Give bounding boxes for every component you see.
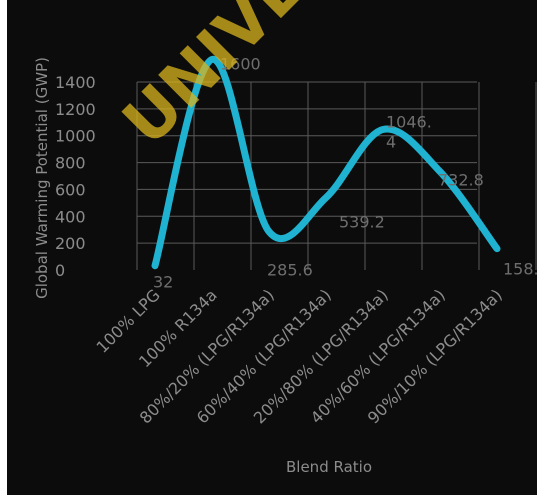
y-tick-label: 400 xyxy=(55,207,86,226)
y-axis-ticks: 0 200 400 600 800 1000 1200 1400 xyxy=(55,73,96,280)
y-tick-label: 0 xyxy=(55,261,65,280)
series-line-group xyxy=(151,55,501,270)
data-label: 4 xyxy=(386,132,396,151)
data-label: 285.6 xyxy=(267,261,313,280)
data-label: 32 xyxy=(153,273,173,292)
data-label: 1600 xyxy=(220,54,261,73)
data-label: 1046. xyxy=(386,112,432,131)
data-label: 732.8 xyxy=(438,171,484,190)
y-tick-label: 600 xyxy=(55,180,86,199)
chart-panel: 0 200 400 600 800 1000 1200 1400 100% LPG 100% R… xyxy=(7,0,537,495)
y-tick-label: 1400 xyxy=(55,73,96,92)
y-tick-label: 1200 xyxy=(55,100,96,119)
y-tick-label: 1000 xyxy=(55,127,96,146)
x-axis-title: Blend Ratio xyxy=(286,458,372,476)
data-label: 158.8 xyxy=(503,260,537,279)
series-line xyxy=(151,55,501,270)
y-tick-label: 200 xyxy=(55,234,86,253)
data-label: 539.2 xyxy=(339,213,385,232)
y-axis-title: Global Warming Potential (GWP) xyxy=(33,57,51,299)
y-tick-label: 800 xyxy=(55,154,86,173)
data-labels: 32 1600 285.6 539.2 1046.4 732.8 158.8 xyxy=(153,54,537,291)
